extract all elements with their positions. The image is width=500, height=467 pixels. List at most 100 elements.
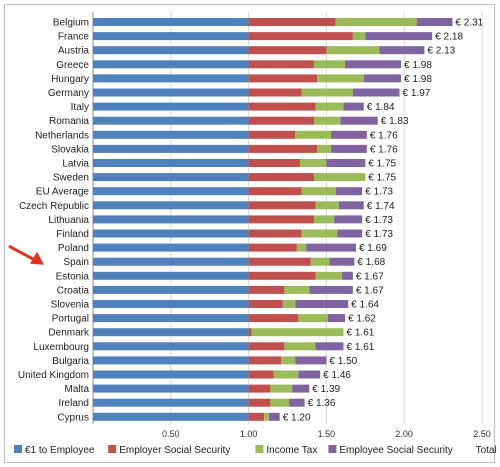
total-label-austria: € 2.13: [427, 46, 455, 57]
bar-segment-germany-s2: [301, 88, 353, 97]
bar-segment-poland-s0: [93, 243, 249, 252]
category-label-eu-average: EU Average: [36, 187, 90, 198]
bar-segment-hungary-s2: [317, 74, 364, 83]
bar-segment-france-s3: [365, 32, 433, 41]
category-label-cyprus: Cyprus: [57, 412, 89, 423]
bar-segment-malta-s1: [248, 384, 271, 393]
bar-segment-germany-s1: [248, 88, 302, 97]
total-label-sweden: € 1.75: [368, 173, 396, 184]
x-tick-label-4: 2.50: [473, 429, 491, 439]
bar-segment-eu-average-s0: [93, 187, 249, 196]
legend-swatch-0: [14, 445, 22, 453]
bar-segment-spain-s2: [310, 257, 330, 266]
total-label-germany: € 1.97: [403, 88, 431, 99]
highlight-arrow-shaft: [8, 245, 38, 263]
bar-segment-romania-s0: [93, 116, 249, 125]
legend-label-3: Employee Social Security: [339, 445, 452, 456]
bar-segment-hungary-s3: [363, 74, 402, 83]
bar-segment-croatia-s3: [309, 285, 353, 294]
bar-segment-latvia-s1: [248, 159, 300, 167]
bar-segment-bulgaria-s1: [248, 356, 282, 365]
bar-segment-slovenia-s2: [282, 300, 296, 308]
bar-segment-ireland-s0: [93, 398, 249, 407]
total-label-croatia: € 1.67: [356, 285, 384, 296]
bar-segment-latvia-s3: [326, 159, 366, 167]
bar-segment-austria-s3: [379, 46, 425, 55]
bar-segment-malta-s0: [93, 384, 249, 393]
category-label-greece: Greece: [56, 60, 89, 71]
total-label-poland: € 1.69: [359, 243, 387, 254]
total-label-lithuania: € 1.73: [365, 215, 393, 226]
category-label-malta: Malta: [65, 384, 90, 395]
category-label-sweden: Sweden: [53, 173, 89, 184]
total-label-ireland: € 1.36: [308, 398, 336, 409]
total-label-latvia: € 1.75: [368, 159, 396, 170]
category-label-romania: Romania: [49, 116, 89, 127]
legend-swatch-1: [108, 445, 117, 453]
legend-label-1: Employer Social Security: [119, 445, 230, 456]
bar-segment-latvia-s2: [299, 159, 327, 167]
bar-segment-denmark-s0: [93, 328, 249, 337]
bar-segment-sweden-s1: [248, 173, 314, 182]
category-label-croatia: Croatia: [57, 285, 90, 296]
bar-segment-belgium-s0: [93, 18, 249, 26]
bar-segment-belgium-s1: [248, 18, 336, 26]
total-label-hungary: € 1.98: [404, 74, 432, 85]
bar-segment-united-kingdom-s2: [273, 370, 299, 379]
bar-segment-belgium-s3: [416, 18, 453, 26]
bar-segment-slovenia-s3: [295, 300, 349, 308]
category-label-netherlands: Netherlands: [35, 130, 89, 141]
total-label-estonia: € 1.67: [356, 271, 384, 282]
total-label-united-kingdom: € 1.46: [323, 370, 351, 381]
bar-segment-slovakia-s1: [248, 144, 318, 153]
bar-segment-greece-s2: [313, 60, 346, 69]
total-label-czech-republic: € 1.74: [367, 201, 395, 212]
total-label-malta: € 1.39: [312, 384, 340, 395]
bar-segment-lithuania-s3: [334, 215, 363, 224]
category-label-france: France: [58, 32, 90, 43]
bar-segment-romania-s1: [248, 116, 314, 125]
total-label-bulgaria: € 1.50: [329, 356, 357, 367]
bar-segment-slovakia-s3: [331, 144, 367, 153]
category-label-finland: Finland: [56, 229, 89, 240]
bar-segment-croatia-s0: [93, 285, 249, 294]
category-label-spain: Spain: [63, 257, 89, 268]
legend-label-total: Total: [476, 445, 497, 456]
bar-segment-italy-s3: [343, 102, 364, 111]
highlight-arrow-head: [30, 251, 44, 265]
category-label-slovakia: Slovakia: [51, 144, 89, 155]
legend-label-2: Income Tax: [266, 445, 317, 456]
bar-segment-estonia-s2: [315, 271, 342, 280]
x-tick-label-2: 1.50: [318, 429, 336, 439]
bar-segment-latvia-s0: [93, 159, 249, 167]
total-label-romania: € 1.83: [381, 116, 409, 127]
bar-segment-spain-s3: [329, 257, 355, 266]
bar-segment-germany-s0: [93, 88, 249, 97]
category-label-latvia: Latvia: [62, 159, 89, 170]
bar-segment-italy-s0: [93, 102, 249, 111]
total-label-slovakia: € 1.76: [370, 144, 398, 155]
category-label-hungary: Hungary: [51, 74, 89, 85]
bar-segment-greece-s1: [248, 60, 314, 69]
legend-label-0: €1 to Employee: [25, 445, 95, 456]
bar-segment-portugal-s1: [248, 314, 299, 323]
category-label-bulgaria: Bulgaria: [52, 356, 89, 367]
bar-segment-lithuania-s0: [93, 215, 249, 224]
bar-segment-portugal-s0: [93, 314, 249, 323]
bar-segment-estonia-s3: [341, 271, 353, 280]
bar-segment-poland-s1: [248, 243, 297, 252]
bar-segment-spain-s0: [93, 257, 249, 266]
bar-segment-portugal-s3: [327, 314, 346, 323]
bar-segment-united-kingdom-s0: [93, 370, 249, 379]
bar-segment-united-kingdom-s3: [298, 370, 321, 379]
x-tick-label-0: 0.50: [162, 429, 180, 439]
bar-segment-malta-s3: [292, 384, 310, 393]
bar-segment-poland-s3: [306, 243, 356, 252]
bar-segment-czech-republic-s1: [248, 201, 316, 210]
bar-segment-austria-s1: [248, 46, 327, 55]
bar-segment-cyprus-s1: [248, 412, 265, 421]
bar-segment-luxembourg-s0: [93, 342, 249, 351]
category-label-luxembourg: Luxembourg: [33, 342, 89, 353]
bar-segment-lithuania-s2: [313, 215, 335, 224]
bar-segment-luxembourg-s2: [284, 342, 316, 351]
